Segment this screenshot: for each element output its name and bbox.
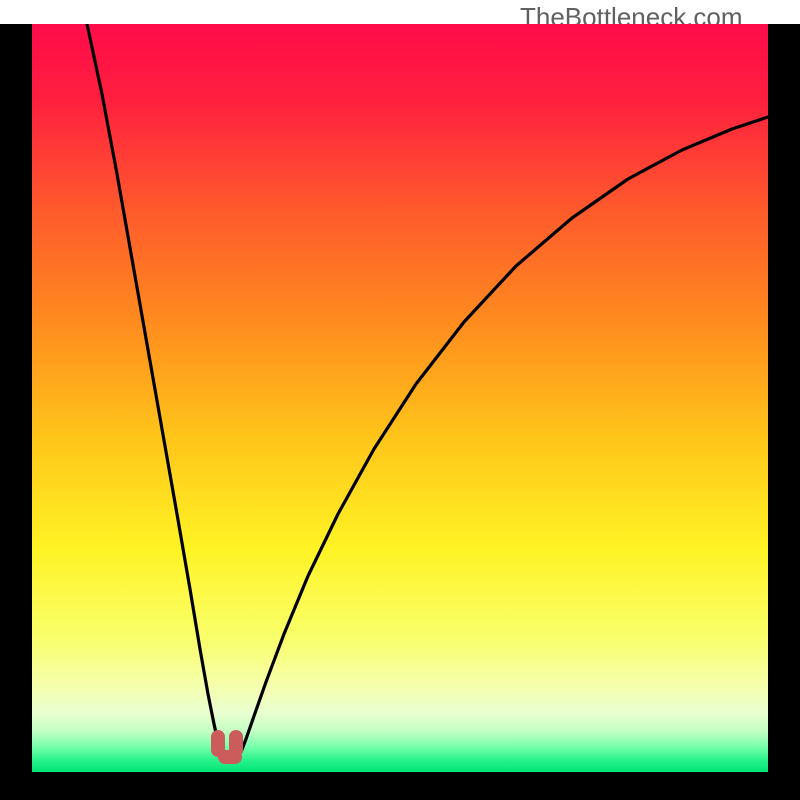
frame-left <box>0 24 32 800</box>
plot-area <box>32 24 768 772</box>
curve-left-branch <box>87 24 221 752</box>
curve-right-branch <box>241 117 768 752</box>
root: TheBottleneck.com <box>0 0 800 800</box>
frame-bottom <box>0 772 800 800</box>
marker-seg-right <box>229 730 243 757</box>
curve-layer <box>32 24 768 772</box>
frame-right <box>768 24 800 800</box>
